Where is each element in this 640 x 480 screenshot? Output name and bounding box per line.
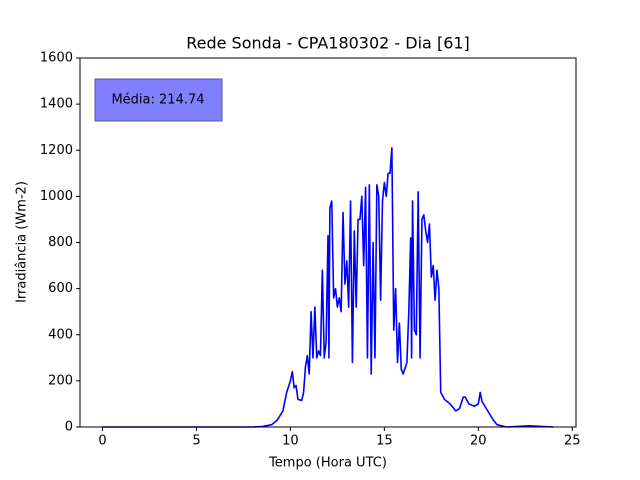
x-tick-label: 10 <box>282 434 299 449</box>
annotation-text: Média: 214.74 <box>111 93 204 108</box>
y-tick-label: 800 <box>48 235 73 250</box>
y-tick-label: 0 <box>65 420 73 435</box>
annotation-box <box>94 78 223 122</box>
y-tick-label: 600 <box>48 281 73 296</box>
x-tick-label: 5 <box>192 434 200 449</box>
x-tick-label: 15 <box>376 434 393 449</box>
x-tick-label: 0 <box>98 434 106 449</box>
y-tick-label: 1600 <box>40 51 73 66</box>
x-tick-label: 20 <box>470 434 487 449</box>
y-tick-label: 1200 <box>40 143 73 158</box>
y-axis-label: Irradiância (Wm-2) <box>15 181 30 303</box>
chart-title: Rede Sonda - CPA180302 - Dia [61] <box>186 34 470 53</box>
x-tick-label: 25 <box>564 434 581 449</box>
x-axis-label: Tempo (Hora UTC) <box>268 456 387 471</box>
data-line <box>102 147 554 428</box>
plot-frame <box>79 57 577 428</box>
y-tick-label: 1000 <box>40 189 73 204</box>
y-tick-label: 200 <box>48 373 73 388</box>
y-tick-label: 400 <box>48 327 73 342</box>
y-tick-label: 1400 <box>40 97 73 112</box>
